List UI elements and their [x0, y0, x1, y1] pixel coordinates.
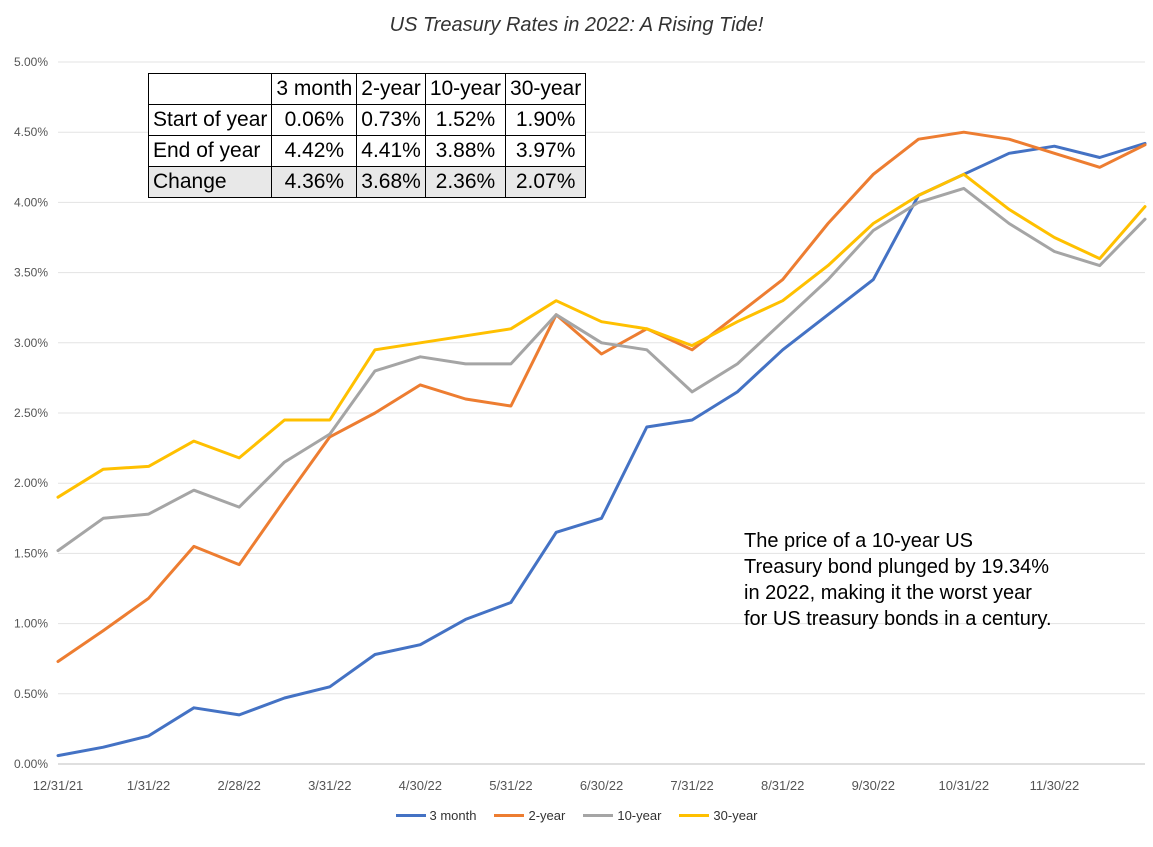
annotation-text: The price of a 10-year US Treasury bond … — [744, 530, 1052, 630]
table-cell: 3.68% — [356, 166, 426, 198]
table-header-cell: 2-year — [356, 73, 426, 105]
x-tick-label: 12/31/21 — [33, 778, 84, 793]
y-tick-label: 1.50% — [14, 546, 48, 560]
x-tick-label: 6/30/22 — [580, 778, 623, 793]
table-cell: 0.73% — [356, 104, 426, 136]
y-tick-label: 5.00% — [14, 55, 48, 69]
table-header-row: 3 month 2-year 10-year 30-year — [147, 73, 587, 105]
legend-label: 3 month — [429, 808, 477, 823]
table-row: Start of year 0.06% 0.73% 1.52% 1.90% — [147, 104, 587, 136]
table-cell: 2.36% — [424, 166, 507, 198]
table-cell: 2.07% — [505, 166, 587, 198]
table-cell: 1.90% — [505, 104, 587, 136]
x-tick-label: 8/31/22 — [761, 778, 804, 793]
legend-label: 2-year — [528, 808, 566, 823]
chart-title: US Treasury Rates in 2022: A Rising Tide… — [389, 14, 764, 36]
legend-swatch — [494, 814, 525, 817]
table-row-label: Start of year — [147, 104, 273, 136]
table-header-cell: 30-year — [505, 73, 587, 105]
legend-label: 30-year — [713, 808, 758, 823]
table-cell: 0.06% — [271, 104, 358, 136]
series-line-30-year — [56, 172, 1147, 499]
legend-item: 2-year — [494, 808, 565, 823]
y-tick-label: 0.50% — [14, 687, 48, 701]
x-tick-label: 3/31/22 — [308, 778, 351, 793]
series-line-3-month — [56, 141, 1147, 758]
legend-label: 10-year — [617, 808, 662, 823]
x-tick-label: 4/30/22 — [399, 778, 442, 793]
table-header-cell: 10-year — [424, 73, 507, 105]
series-line-10-year — [56, 186, 1147, 553]
y-tick-label: 2.50% — [14, 406, 48, 420]
x-tick-label: 5/31/22 — [489, 778, 532, 793]
table-cell: 4.41% — [356, 135, 426, 167]
legend-item: 30-year — [679, 808, 758, 823]
table-cell: 4.36% — [271, 166, 358, 198]
table-cell: 4.42% — [271, 135, 358, 167]
y-tick-label: 3.00% — [14, 336, 48, 350]
legend-swatch — [679, 814, 710, 817]
x-tick-label: 9/30/22 — [852, 778, 895, 793]
legend-item: 10-year — [583, 808, 661, 823]
x-tick-label: 2/28/22 — [217, 778, 260, 793]
y-tick-label: 4.00% — [14, 195, 48, 209]
y-tick-label: 2.00% — [14, 476, 48, 490]
legend-swatch — [395, 814, 426, 817]
x-tick-label: 7/31/22 — [670, 778, 713, 793]
legend-item: 3 month — [395, 808, 477, 823]
rates-summary-table: 3 month 2-year 10-year 30-year Start of … — [147, 73, 587, 198]
table-row: Change 4.36% 3.68% 2.36% 2.07% — [147, 166, 587, 198]
table-cell: 3.88% — [424, 135, 507, 167]
legend-swatch — [583, 814, 614, 817]
y-tick-label: 1.00% — [14, 617, 48, 631]
table-row-label: End of year — [147, 135, 273, 167]
table-row: End of year 4.42% 4.41% 3.88% 3.97% — [147, 135, 587, 167]
x-tick-label: 1/31/22 — [127, 778, 170, 793]
y-tick-label: 3.50% — [14, 266, 48, 280]
table-row-label: Change — [147, 166, 273, 198]
table-cell: 3.97% — [505, 135, 587, 167]
x-tick-label: 11/30/22 — [1030, 778, 1080, 793]
y-tick-label: 0.00% — [14, 757, 48, 771]
table-cell: 1.52% — [424, 104, 507, 136]
table-header-cell: 3 month — [271, 73, 358, 105]
table-header-cell — [147, 73, 273, 105]
x-tick-label: 10/31/22 — [939, 778, 990, 793]
chart-legend: 3 month 2-year 10-year 30-year — [0, 808, 1153, 823]
series-line-2-year — [56, 130, 1147, 663]
y-tick-label: 4.50% — [14, 125, 48, 139]
